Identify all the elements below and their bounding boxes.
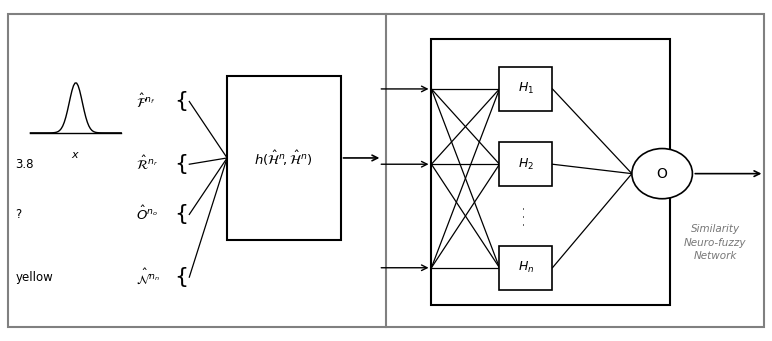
Bar <box>499 67 553 111</box>
Text: yellow: yellow <box>15 271 53 284</box>
Text: {: { <box>174 204 189 224</box>
Text: $\hat{\mathcal{R}}^{n_r}$: $\hat{\mathcal{R}}^{n_r}$ <box>137 155 159 173</box>
Bar <box>227 76 340 239</box>
Text: 3.8: 3.8 <box>15 158 34 171</box>
Text: $H_n$: $H_n$ <box>518 260 534 275</box>
Text: Similarity
Neuro-fuzzy
Network: Similarity Neuro-fuzzy Network <box>684 224 747 261</box>
Text: $\hat{O}^{n_o}$: $\hat{O}^{n_o}$ <box>137 205 158 223</box>
Bar <box>432 39 670 306</box>
Ellipse shape <box>631 149 692 199</box>
Bar <box>499 246 553 290</box>
Text: {: { <box>174 154 189 174</box>
Text: ?: ? <box>15 208 22 221</box>
Text: $H_2$: $H_2$ <box>518 157 534 172</box>
Text: $\hat{\mathcal{N}}^{n_n}$: $\hat{\mathcal{N}}^{n_n}$ <box>137 267 161 287</box>
Text: · · ·: · · · <box>520 206 533 226</box>
Text: {: { <box>174 267 189 287</box>
Text: $\hat{\mathcal{F}}^{n_f}$: $\hat{\mathcal{F}}^{n_f}$ <box>137 92 156 110</box>
Text: $x$: $x$ <box>71 150 80 160</box>
Text: {: { <box>174 91 189 112</box>
Text: $h(\hat{\mathcal{H}}^n\!,\hat{\mathcal{H}}^n)$: $h(\hat{\mathcal{H}}^n\!,\hat{\mathcal{H… <box>255 148 313 167</box>
Bar <box>499 142 553 186</box>
Text: O: O <box>657 167 668 181</box>
Text: $H_1$: $H_1$ <box>518 81 534 97</box>
